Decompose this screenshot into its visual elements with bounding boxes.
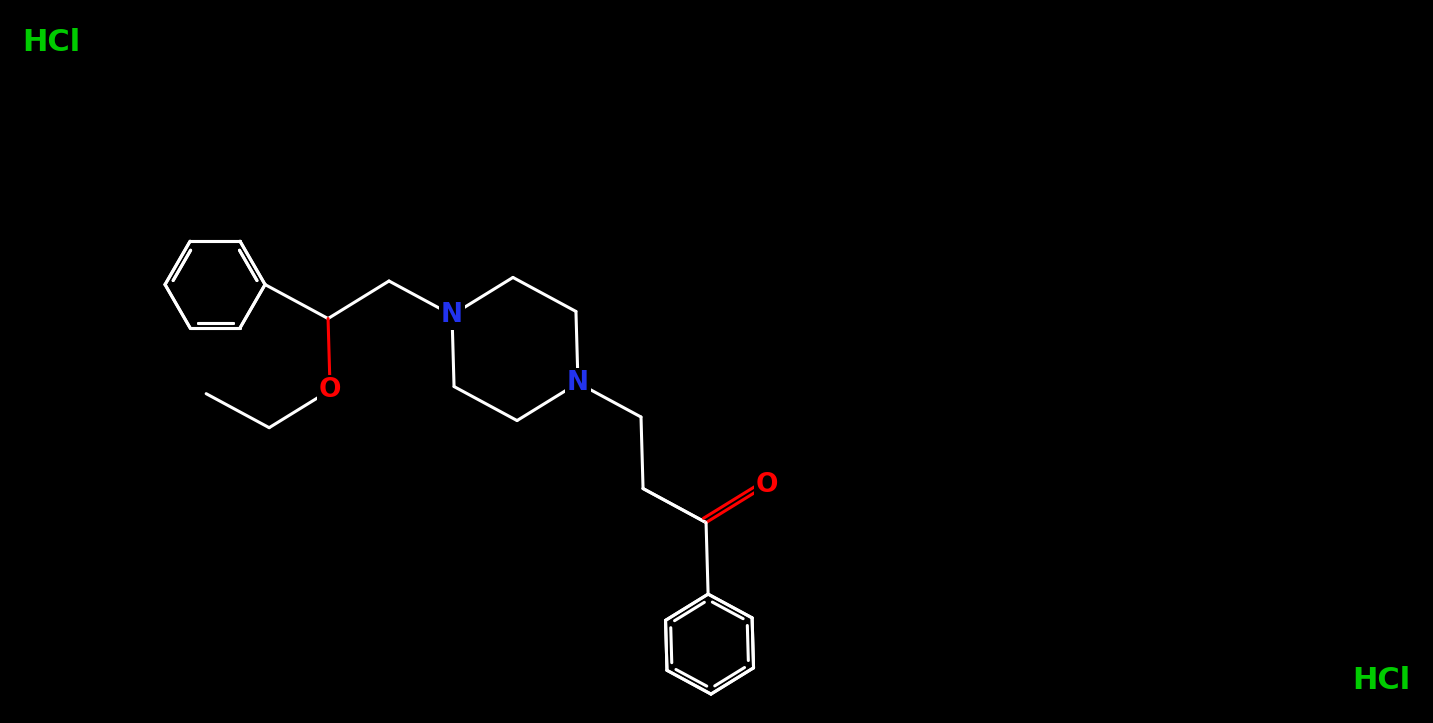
Text: HCl: HCl <box>21 28 80 57</box>
Text: O: O <box>320 377 341 403</box>
Text: O: O <box>755 472 778 498</box>
Text: HCl: HCl <box>1353 666 1412 695</box>
Text: N: N <box>567 370 589 396</box>
Text: N: N <box>441 302 463 328</box>
